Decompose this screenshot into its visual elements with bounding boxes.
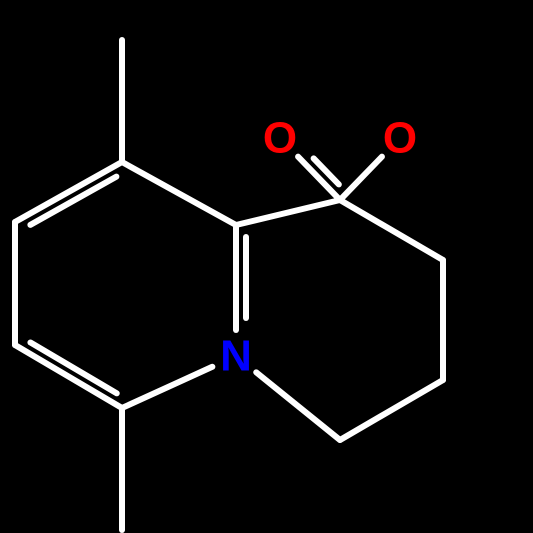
atom-label-O: O — [383, 114, 417, 163]
bond-line — [30, 342, 116, 393]
bonds-group — [15, 40, 443, 530]
bond-line — [340, 380, 443, 440]
bond-line — [256, 372, 340, 440]
bond-line — [15, 345, 122, 408]
atom-label-N: N — [220, 332, 252, 381]
bond-line — [122, 367, 212, 408]
bond-line — [340, 200, 443, 260]
atom-label-O: O — [263, 114, 297, 163]
molecule-diagram: O O N — [0, 0, 533, 533]
bond-line — [340, 157, 382, 200]
bond-line — [122, 162, 236, 225]
bond-line — [236, 200, 340, 225]
bond-line — [30, 177, 116, 225]
bond-line — [15, 162, 122, 222]
atoms-group: O O N — [220, 114, 417, 381]
